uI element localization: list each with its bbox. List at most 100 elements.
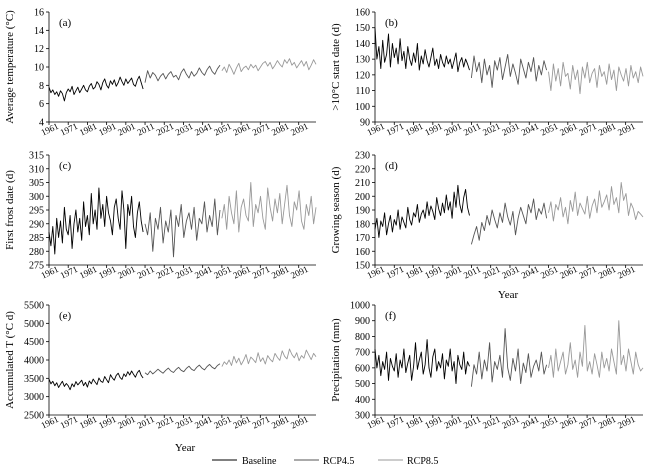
panel-a-x-tick-label: 2051 xyxy=(212,121,233,138)
panel-c-label: (c) xyxy=(59,160,72,172)
panel-a-label: (a) xyxy=(59,17,72,29)
panel-f-y-tick-label: 600 xyxy=(355,363,370,374)
panel-e-y-tick-label: 5500 xyxy=(24,301,44,312)
x-axis-title-right: Year xyxy=(498,289,519,301)
panel-d-y-tick-label: 200 xyxy=(355,192,370,203)
panel-f-x-tick-label: 2011 xyxy=(462,414,482,431)
panel-f-x-tick-label: 1981 xyxy=(404,414,425,431)
panel-b-y-axis-title: >10°C start date (d) xyxy=(330,23,342,111)
panel-a-x-tick-label: 1971 xyxy=(59,121,80,138)
panel-d-x-tick-label: 2011 xyxy=(462,264,482,281)
panel-f-x-tick-label: 1991 xyxy=(423,414,444,431)
panel-c-y-tick-label: 290 xyxy=(29,219,44,230)
panel-d-x-tick-label: 1971 xyxy=(385,264,406,281)
panel-a-y-tick-label: 8 xyxy=(39,81,44,92)
panel-d-x-tick-label: 2051 xyxy=(539,264,560,281)
panel-b-y-tick-label: 100 xyxy=(355,102,370,113)
panel-d-x-tick-label: 1991 xyxy=(423,264,444,281)
panel-a-y-tick-label: 6 xyxy=(39,99,44,110)
panel-d-series-rcp45 xyxy=(470,198,548,245)
panel-e-x-tick-label: 1991 xyxy=(97,414,118,431)
panel-f-x-tick-label: 2081 xyxy=(597,414,618,431)
panel-c-series-rcp45 xyxy=(144,198,221,258)
panel-c: 2752802852902953003053103151961197119811… xyxy=(4,151,317,281)
panel-a-x-tick-label: 2061 xyxy=(232,121,253,138)
panel-e-x-tick-label: 2051 xyxy=(212,414,233,431)
panel-d-series-rcp85 xyxy=(548,182,644,225)
panel-b-label: (b) xyxy=(385,17,398,29)
panel-d-x-tick-label: 2041 xyxy=(520,264,541,281)
panel-f: 3004005006007008009001000196119711981199… xyxy=(330,301,644,431)
panel-c-x-tick-label: 2071 xyxy=(251,264,272,281)
panel-c-x-tick-label: 2091 xyxy=(289,264,310,281)
panel-c-x-tick-label: 2031 xyxy=(174,264,195,281)
panel-b-y-tick-label: 130 xyxy=(355,55,370,66)
panel-c-y-tick-label: 310 xyxy=(29,164,44,175)
panel-f-x-tick-label: 2021 xyxy=(481,414,502,431)
panel-f-series-rcp85 xyxy=(548,320,644,378)
panel-c-x-tick-label: 2001 xyxy=(116,264,137,281)
panel-b-y-tick-label: 110 xyxy=(355,86,370,97)
panel-a-x-tick-label: 2071 xyxy=(251,121,272,138)
panel-b-x-tick-label: 2011 xyxy=(462,121,482,138)
panel-f-y-tick-label: 300 xyxy=(355,411,370,422)
panel-a-x-tick-label: 2011 xyxy=(136,121,156,138)
panel-f-y-tick-label: 800 xyxy=(355,332,370,343)
panel-c-y-tick-label: 315 xyxy=(29,151,44,162)
panel-d-y-tick-label: 190 xyxy=(355,206,370,217)
panel-c-x-tick-label: 2021 xyxy=(155,264,176,281)
panel-d-x-tick-label: 1981 xyxy=(404,264,425,281)
panel-f-y-tick-label: 500 xyxy=(355,379,370,390)
panel-c-x-tick-label: 2081 xyxy=(270,264,291,281)
panel-b-x-tick-label: 2071 xyxy=(578,121,599,138)
panel-b-x-tick-label: 1971 xyxy=(385,121,406,138)
panel-c-series-baseline xyxy=(48,187,144,255)
panel-d: 1501601701801902002102202301961197119811… xyxy=(330,151,644,281)
panel-d-x-tick-label: 2071 xyxy=(578,264,599,281)
panel-e-y-tick-label: 2500 xyxy=(24,411,44,422)
panel-c-y-tick-label: 295 xyxy=(29,206,44,217)
panel-a-x-tick-label: 2001 xyxy=(116,121,137,138)
panel-b-x-tick-label: 2041 xyxy=(520,121,541,138)
panel-c-y-tick-label: 275 xyxy=(29,261,44,272)
panel-e: 2500300035004000450050005500196119711981… xyxy=(4,301,317,431)
panel-f-x-tick-label: 2061 xyxy=(558,414,579,431)
panel-a-y-tick-label: 10 xyxy=(34,63,44,74)
panel-a-x-tick-label: 1981 xyxy=(78,121,99,138)
panel-d-x-tick-label: 2001 xyxy=(443,264,464,281)
panel-c-x-tick-label: 1981 xyxy=(78,264,99,281)
panel-d-y-tick-label: 150 xyxy=(355,261,370,272)
panel-f-x-tick-label: 2071 xyxy=(578,414,599,431)
panel-c-x-tick-label: 2061 xyxy=(232,264,253,281)
panel-b-y-tick-label: 120 xyxy=(355,70,370,81)
panels-layer: 4681012141619611971198119912001201120212… xyxy=(4,8,644,431)
panel-c-x-tick-label: 2041 xyxy=(193,264,214,281)
panel-b: 9010011012013014015016019611971198119912… xyxy=(330,8,644,138)
panel-e-y-axis-title: Accumulated T (°C d) xyxy=(4,311,16,409)
panel-f-label: (f) xyxy=(385,310,396,322)
panel-c-x-tick-label: 1971 xyxy=(59,264,80,281)
panel-a-x-tick-label: 2021 xyxy=(155,121,176,138)
panel-b-x-tick-label: 2021 xyxy=(481,121,502,138)
panel-d-y-tick-label: 180 xyxy=(355,219,370,230)
panel-f-y-axis-title: Precipitation (mm) xyxy=(330,318,342,402)
panel-a-y-tick-label: 12 xyxy=(34,44,44,55)
legend-label-rcp45: RCP4.5 xyxy=(323,456,354,467)
panel-a-y-axis-title: Average temperature (°C) xyxy=(4,10,16,124)
panel-a-series-rcp85 xyxy=(221,58,317,75)
panel-b-y-tick-label: 140 xyxy=(355,39,370,50)
panel-b-x-tick-label: 2001 xyxy=(443,121,464,138)
panel-b-x-tick-label: 2061 xyxy=(558,121,579,138)
panel-b-x-tick-label: 2091 xyxy=(616,121,637,138)
panel-f-x-tick-label: 2031 xyxy=(500,414,521,431)
panel-d-x-tick-label: 2021 xyxy=(481,264,502,281)
panel-c-y-tick-label: 285 xyxy=(29,233,44,244)
panel-b-y-tick-label: 160 xyxy=(355,8,370,19)
panel-d-y-tick-label: 230 xyxy=(355,151,370,162)
panel-d-y-tick-label: 220 xyxy=(355,164,370,175)
panel-a: 4681012141619611971198119912001201120212… xyxy=(4,8,317,138)
panel-d-series-baseline xyxy=(374,184,470,238)
panel-b-x-tick-label: 1991 xyxy=(423,121,444,138)
panel-e-series-rcp45 xyxy=(144,363,221,376)
